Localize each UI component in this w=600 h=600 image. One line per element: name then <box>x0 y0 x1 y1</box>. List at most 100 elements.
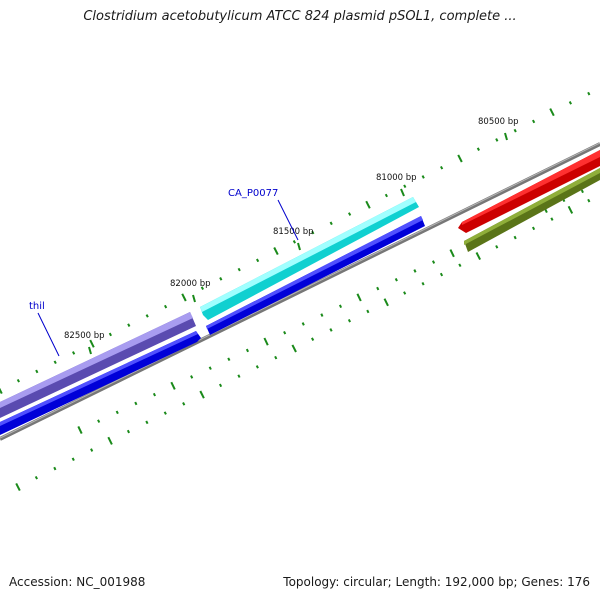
tick-mark <box>587 198 591 203</box>
tick-mark <box>431 260 436 264</box>
tick-mark <box>127 323 131 327</box>
tick-mark <box>190 375 194 379</box>
tick-mark <box>449 249 455 258</box>
tick-mark <box>263 337 269 346</box>
tick-mark <box>394 277 398 282</box>
tick-mark <box>170 381 176 390</box>
tick-mark <box>108 332 112 337</box>
tick-mark <box>273 247 279 256</box>
tick-mark <box>311 230 315 235</box>
svg-text:80500 bp: 80500 bp <box>478 117 519 127</box>
outer-tick-row <box>0 91 591 395</box>
bottom-tick-row <box>15 198 591 492</box>
tick-mark <box>152 392 157 397</box>
tick-mark <box>475 252 481 261</box>
position-label-81000: 81000 bp <box>376 173 417 197</box>
tick-mark <box>421 175 425 179</box>
tick-mark <box>181 293 187 302</box>
tick-mark <box>329 328 333 332</box>
tick-mark <box>255 365 259 369</box>
tick-mark <box>107 436 113 445</box>
gene-olive[interactable] <box>464 168 600 252</box>
tick-mark <box>347 318 352 323</box>
tick-mark <box>163 411 167 415</box>
tick-mark <box>237 267 241 272</box>
tick-mark <box>53 360 57 365</box>
tick-mark <box>567 205 574 214</box>
tick-mark <box>291 344 297 353</box>
gene-label-thil[interactable]: thil <box>29 301 60 357</box>
tick-mark <box>550 217 554 221</box>
accession-text: Accession: NC_001988 <box>9 575 146 589</box>
tick-mark <box>90 448 94 452</box>
tick-mark <box>513 235 517 240</box>
summary-text: Topology: circular; Length: 192,000 bp; … <box>283 575 590 589</box>
tick-mark <box>34 475 38 480</box>
tick-mark <box>587 91 591 96</box>
tick-mark <box>256 258 260 263</box>
tick-mark <box>458 263 462 268</box>
tick-mark <box>366 309 370 314</box>
tick-mark <box>245 348 250 353</box>
tick-mark <box>182 402 186 406</box>
tick-mark <box>413 269 417 273</box>
gene-red[interactable] <box>458 150 600 233</box>
position-label-82000: 82000 bp <box>170 279 211 303</box>
tick-mark <box>580 189 584 194</box>
tick-mark <box>532 119 536 124</box>
tick-mark <box>237 374 241 378</box>
tick-mark <box>403 291 407 295</box>
position-label-80500: 80500 bp <box>478 117 519 141</box>
tick-mark <box>208 366 212 370</box>
position-label-82500: 82500 bp <box>64 331 105 355</box>
tick-mark <box>338 304 343 309</box>
tick-mark <box>274 355 278 360</box>
tick-mark <box>513 128 517 133</box>
tick-mark <box>320 313 324 317</box>
tick-mark <box>421 281 425 286</box>
tick-mark <box>15 482 21 492</box>
gene-thil[interactable] <box>0 312 196 418</box>
tick-mark <box>549 108 555 117</box>
position-label-81500: 81500 bp <box>273 227 314 251</box>
tick-mark <box>200 286 204 290</box>
tick-mark <box>440 165 444 170</box>
gene-blue-right[interactable] <box>206 216 425 335</box>
svg-text:CA_P0077: CA_P0077 <box>228 188 278 199</box>
tick-mark <box>72 351 76 355</box>
tick-mark <box>164 304 168 309</box>
backbone-highlight <box>0 142 600 439</box>
gene-ca-p0077[interactable] <box>200 197 419 320</box>
svg-text:81000 bp: 81000 bp <box>376 173 417 183</box>
svg-text:82500 bp: 82500 bp <box>64 331 105 341</box>
tick-mark <box>145 420 149 425</box>
svg-text:81500 bp: 81500 bp <box>273 227 314 237</box>
tick-mark <box>35 369 39 374</box>
tick-mark <box>0 387 3 395</box>
tick-mark <box>218 383 223 388</box>
tick-mark <box>356 293 362 302</box>
tick-mark <box>348 212 352 216</box>
tick-mark <box>16 378 20 383</box>
tick-mark <box>495 138 499 142</box>
gene-label-ca-p0077[interactable]: CA_P0077 <box>228 188 299 241</box>
tick-mark <box>457 154 463 163</box>
tick-mark <box>89 339 95 348</box>
tick-mark <box>283 330 287 335</box>
tick-mark <box>376 286 380 291</box>
tick-mark <box>495 245 499 249</box>
tick-mark <box>126 429 131 434</box>
tick-mark <box>292 240 296 244</box>
tick-mark <box>134 401 138 406</box>
svg-text:82000 bp: 82000 bp <box>170 279 211 289</box>
gene-blue-left[interactable] <box>0 331 201 435</box>
tick-mark <box>384 193 388 198</box>
tick-mark <box>476 147 480 151</box>
tick-mark <box>383 298 389 307</box>
tick-mark <box>311 337 315 341</box>
tick-mark <box>53 466 57 471</box>
svg-text:thil: thil <box>29 301 45 312</box>
tick-mark <box>531 226 536 231</box>
tick-mark <box>227 357 231 362</box>
